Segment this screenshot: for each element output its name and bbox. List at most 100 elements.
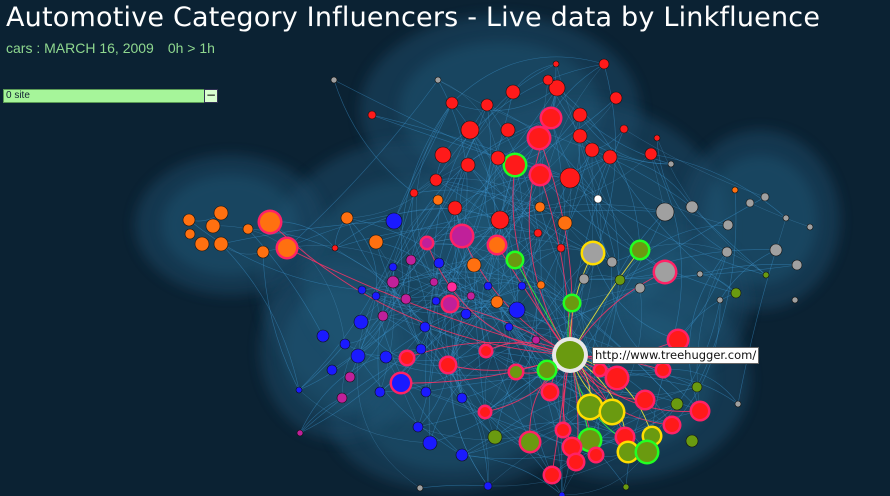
graph-node[interactable] (184, 228, 196, 240)
graph-node[interactable] (205, 218, 221, 234)
graph-node[interactable] (446, 281, 458, 293)
graph-node[interactable] (295, 386, 303, 394)
graph-node[interactable] (542, 465, 562, 485)
graph-node[interactable] (602, 149, 618, 165)
graph-node[interactable] (371, 291, 381, 301)
graph-node[interactable] (350, 348, 366, 364)
graph-node[interactable] (584, 142, 600, 158)
graph-node[interactable] (572, 128, 588, 144)
graph-node[interactable] (505, 84, 521, 100)
graph-node[interactable] (556, 243, 566, 253)
graph-node[interactable] (598, 58, 610, 70)
graph-node[interactable] (412, 421, 424, 433)
graph-node[interactable] (416, 484, 424, 492)
graph-node[interactable] (377, 310, 389, 322)
graph-node[interactable] (438, 355, 458, 375)
graph-node[interactable] (213, 236, 229, 252)
graph-node[interactable] (606, 256, 618, 268)
graph-node[interactable] (528, 163, 552, 187)
graph-node[interactable] (505, 250, 525, 270)
graph-node[interactable] (502, 152, 528, 178)
graph-node[interactable] (480, 98, 494, 112)
graph-node[interactable] (398, 349, 416, 367)
graph-node[interactable] (531, 335, 541, 345)
graph-node[interactable] (566, 452, 586, 472)
graph-node[interactable] (483, 281, 493, 291)
graph-node[interactable] (242, 223, 254, 235)
graph-node[interactable] (477, 404, 493, 420)
graph-node[interactable] (182, 213, 196, 227)
graph-node[interactable] (490, 210, 510, 230)
graph-node[interactable] (504, 322, 514, 332)
graph-node[interactable] (548, 79, 566, 97)
graph-node[interactable] (731, 186, 739, 194)
graph-node[interactable] (331, 244, 339, 252)
graph-node[interactable] (419, 321, 431, 333)
graph-node[interactable] (336, 392, 348, 404)
graph-node[interactable] (420, 386, 432, 398)
site-filter-bar[interactable]: 0 site − (3, 89, 218, 103)
graph-node[interactable] (429, 277, 439, 287)
graph-node[interactable] (487, 429, 503, 445)
graph-node[interactable] (614, 274, 626, 286)
graph-node[interactable] (456, 392, 468, 404)
graph-node[interactable] (367, 110, 377, 120)
graph-node[interactable] (330, 76, 338, 84)
graph-node[interactable] (654, 361, 672, 379)
graph-node[interactable] (587, 446, 605, 464)
graph-node[interactable] (447, 200, 463, 216)
graph-node[interactable] (552, 337, 588, 373)
graph-node[interactable] (483, 481, 493, 491)
graph-node[interactable] (353, 314, 369, 330)
graph-node[interactable] (409, 188, 419, 198)
graph-node[interactable] (316, 329, 330, 343)
graph-node[interactable] (344, 371, 356, 383)
graph-node[interactable] (760, 192, 770, 202)
graph-node[interactable] (526, 125, 552, 151)
graph-node[interactable] (357, 285, 367, 295)
graph-node[interactable] (445, 96, 459, 110)
graph-node[interactable] (536, 359, 558, 381)
graph-node[interactable] (762, 271, 770, 279)
graph-node[interactable] (296, 429, 304, 437)
graph-node[interactable] (662, 415, 682, 435)
graph-node[interactable] (466, 291, 476, 301)
graph-node[interactable] (419, 235, 435, 251)
graph-node[interactable] (340, 211, 354, 225)
graph-node[interactable] (433, 257, 445, 269)
graph-node[interactable] (542, 74, 554, 86)
graph-node[interactable] (634, 439, 660, 465)
graph-node[interactable] (791, 296, 799, 304)
graph-node[interactable] (326, 364, 338, 376)
graph-nodes[interactable] (182, 58, 814, 496)
graph-node[interactable] (517, 281, 527, 291)
graph-node[interactable] (507, 363, 525, 381)
graph-node[interactable] (721, 246, 733, 258)
graph-node[interactable] (609, 91, 623, 105)
graph-node[interactable] (500, 122, 516, 138)
graph-node[interactable] (422, 435, 438, 451)
graph-node[interactable] (745, 198, 755, 208)
graph-node[interactable] (622, 483, 630, 491)
graph-node[interactable] (580, 240, 606, 266)
graph-node[interactable] (685, 434, 699, 448)
graph-node[interactable] (670, 397, 684, 411)
graph-node[interactable] (368, 234, 384, 250)
graph-node[interactable] (405, 254, 417, 266)
graph-node[interactable] (730, 287, 742, 299)
graph-node[interactable] (598, 398, 626, 426)
graph-node[interactable] (257, 209, 283, 235)
graph-node[interactable] (388, 262, 398, 272)
graph-node[interactable] (554, 421, 572, 439)
graph-node[interactable] (782, 214, 790, 222)
graph-node[interactable] (629, 239, 651, 261)
graph-node[interactable] (434, 146, 452, 164)
graph-node[interactable] (490, 150, 506, 166)
graph-node[interactable] (689, 400, 711, 422)
graph-node[interactable] (374, 386, 386, 398)
graph-node[interactable] (386, 275, 400, 289)
graph-node[interactable] (466, 257, 482, 273)
graph-node[interactable] (460, 157, 476, 173)
graph-node[interactable] (634, 389, 656, 411)
